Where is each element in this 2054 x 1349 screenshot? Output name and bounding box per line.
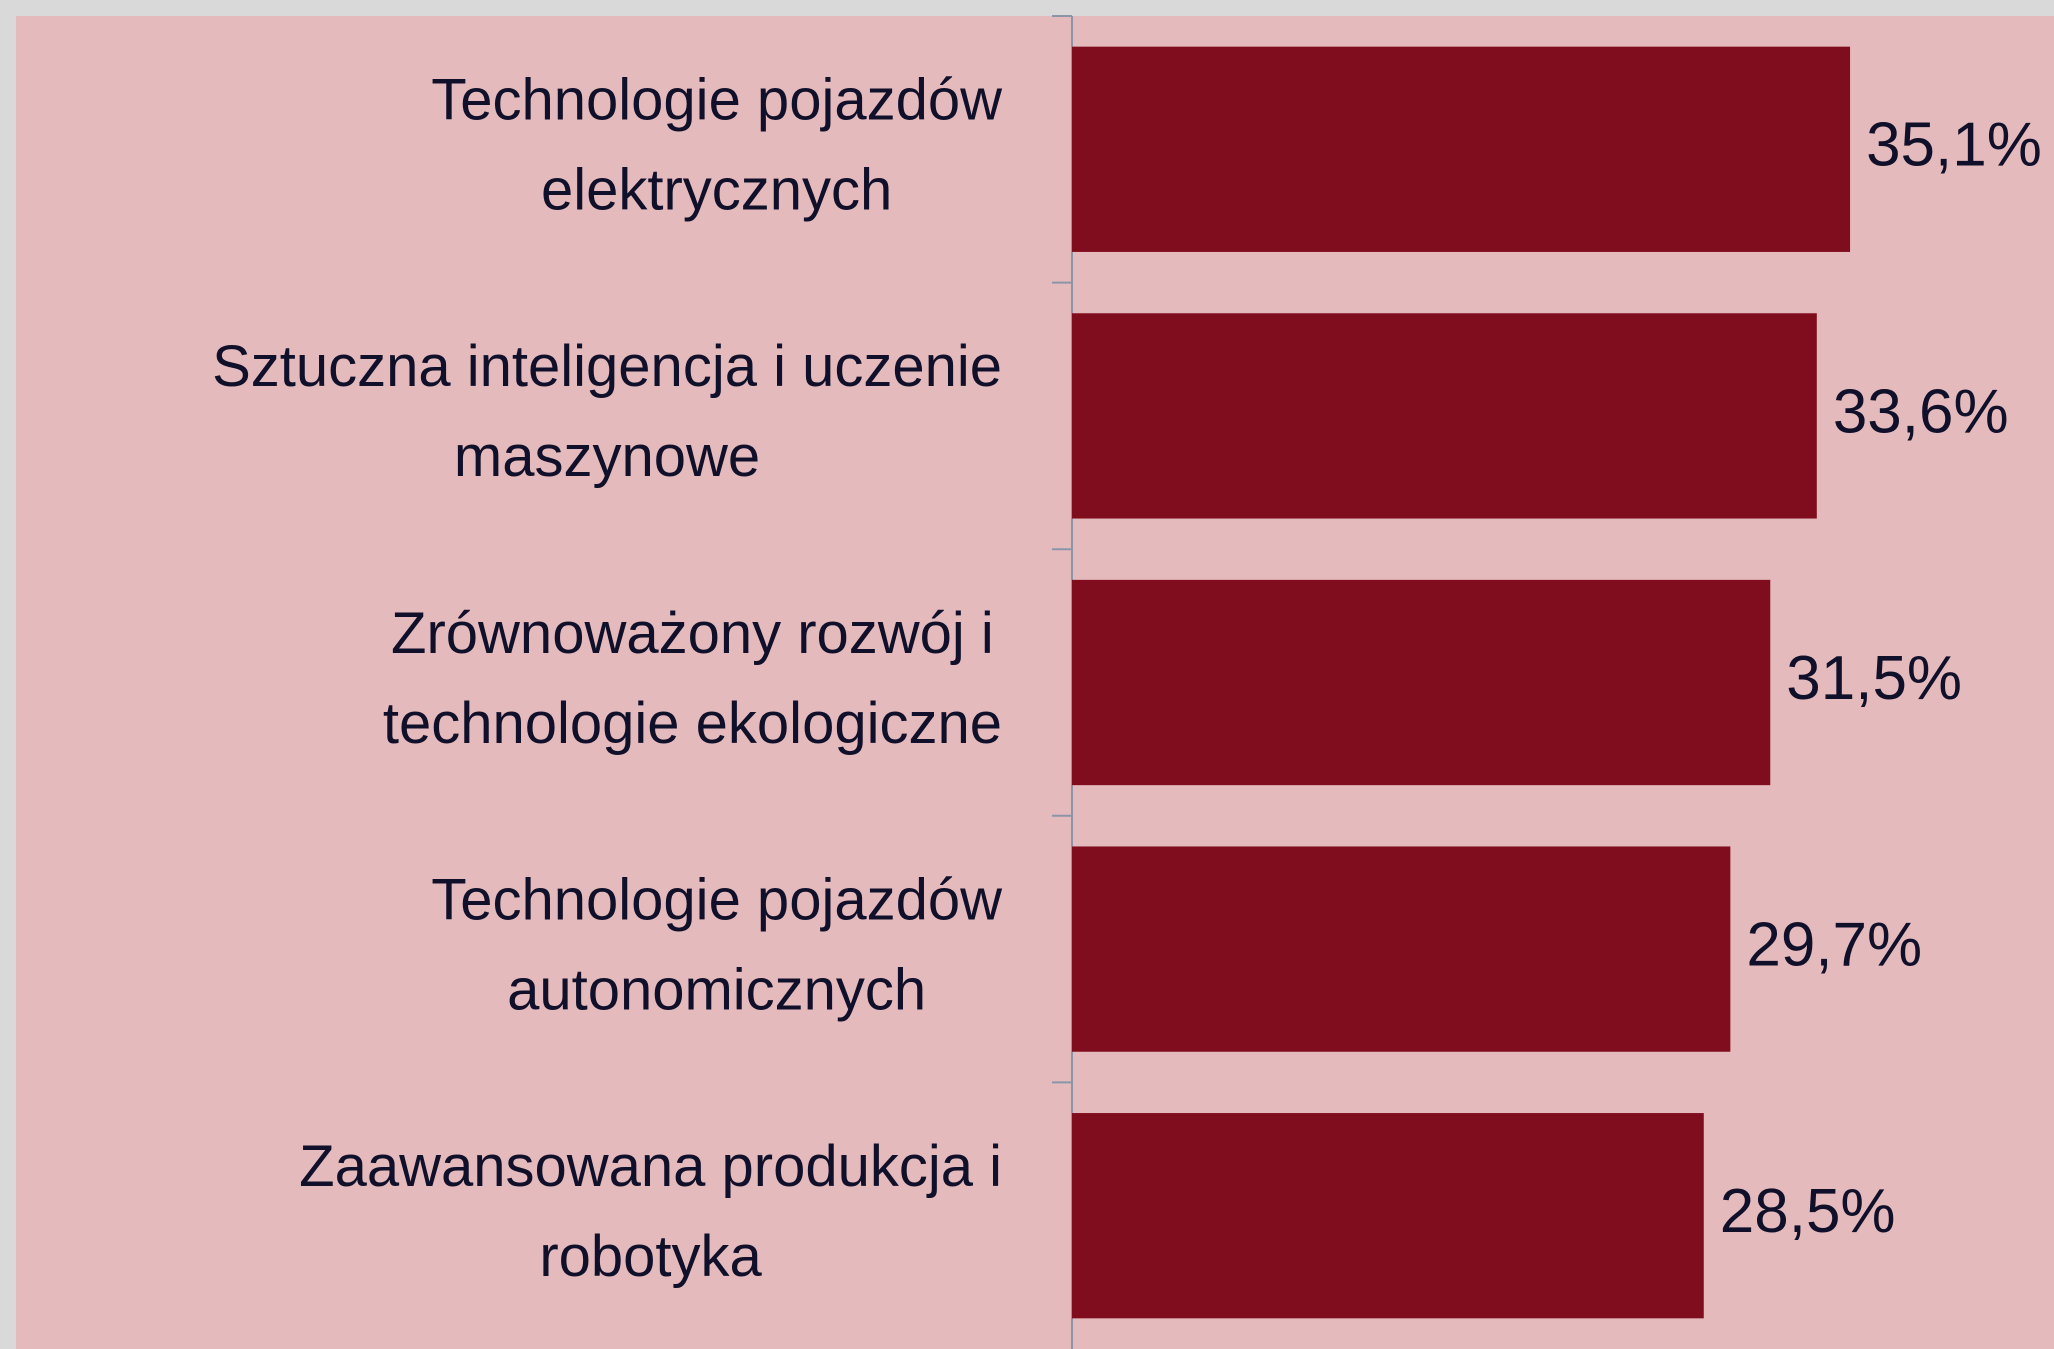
value-label: 28,5% (1720, 1177, 1896, 1246)
value-label: 33,6% (1833, 377, 2009, 446)
category-label: Sztuczna inteligencja i uczenie (212, 334, 1002, 399)
category-label: Technologie pojazdów (431, 867, 1003, 932)
value-label: 31,5% (1786, 644, 1962, 713)
bar (1072, 313, 1817, 519)
value-label: 35,1% (1866, 111, 2042, 180)
bar (1072, 579, 1771, 786)
category-label: technologie ekologiczne (383, 691, 1002, 756)
category-label: Zrównoważony rozwój i (391, 601, 994, 666)
value-label: 29,7% (1746, 910, 1922, 979)
category-label: robotyka (539, 1224, 762, 1289)
category-label: elektrycznych (541, 158, 892, 223)
bar (1072, 1113, 1704, 1319)
category-label: Zaawansowana produkcja i (299, 1134, 1002, 1199)
category-label: maszynowe (454, 424, 760, 489)
bar (1072, 46, 1851, 252)
bar (1072, 846, 1731, 1052)
category-label: Technologie pojazdów (431, 68, 1003, 133)
category-label: autonomicznych (507, 957, 926, 1022)
